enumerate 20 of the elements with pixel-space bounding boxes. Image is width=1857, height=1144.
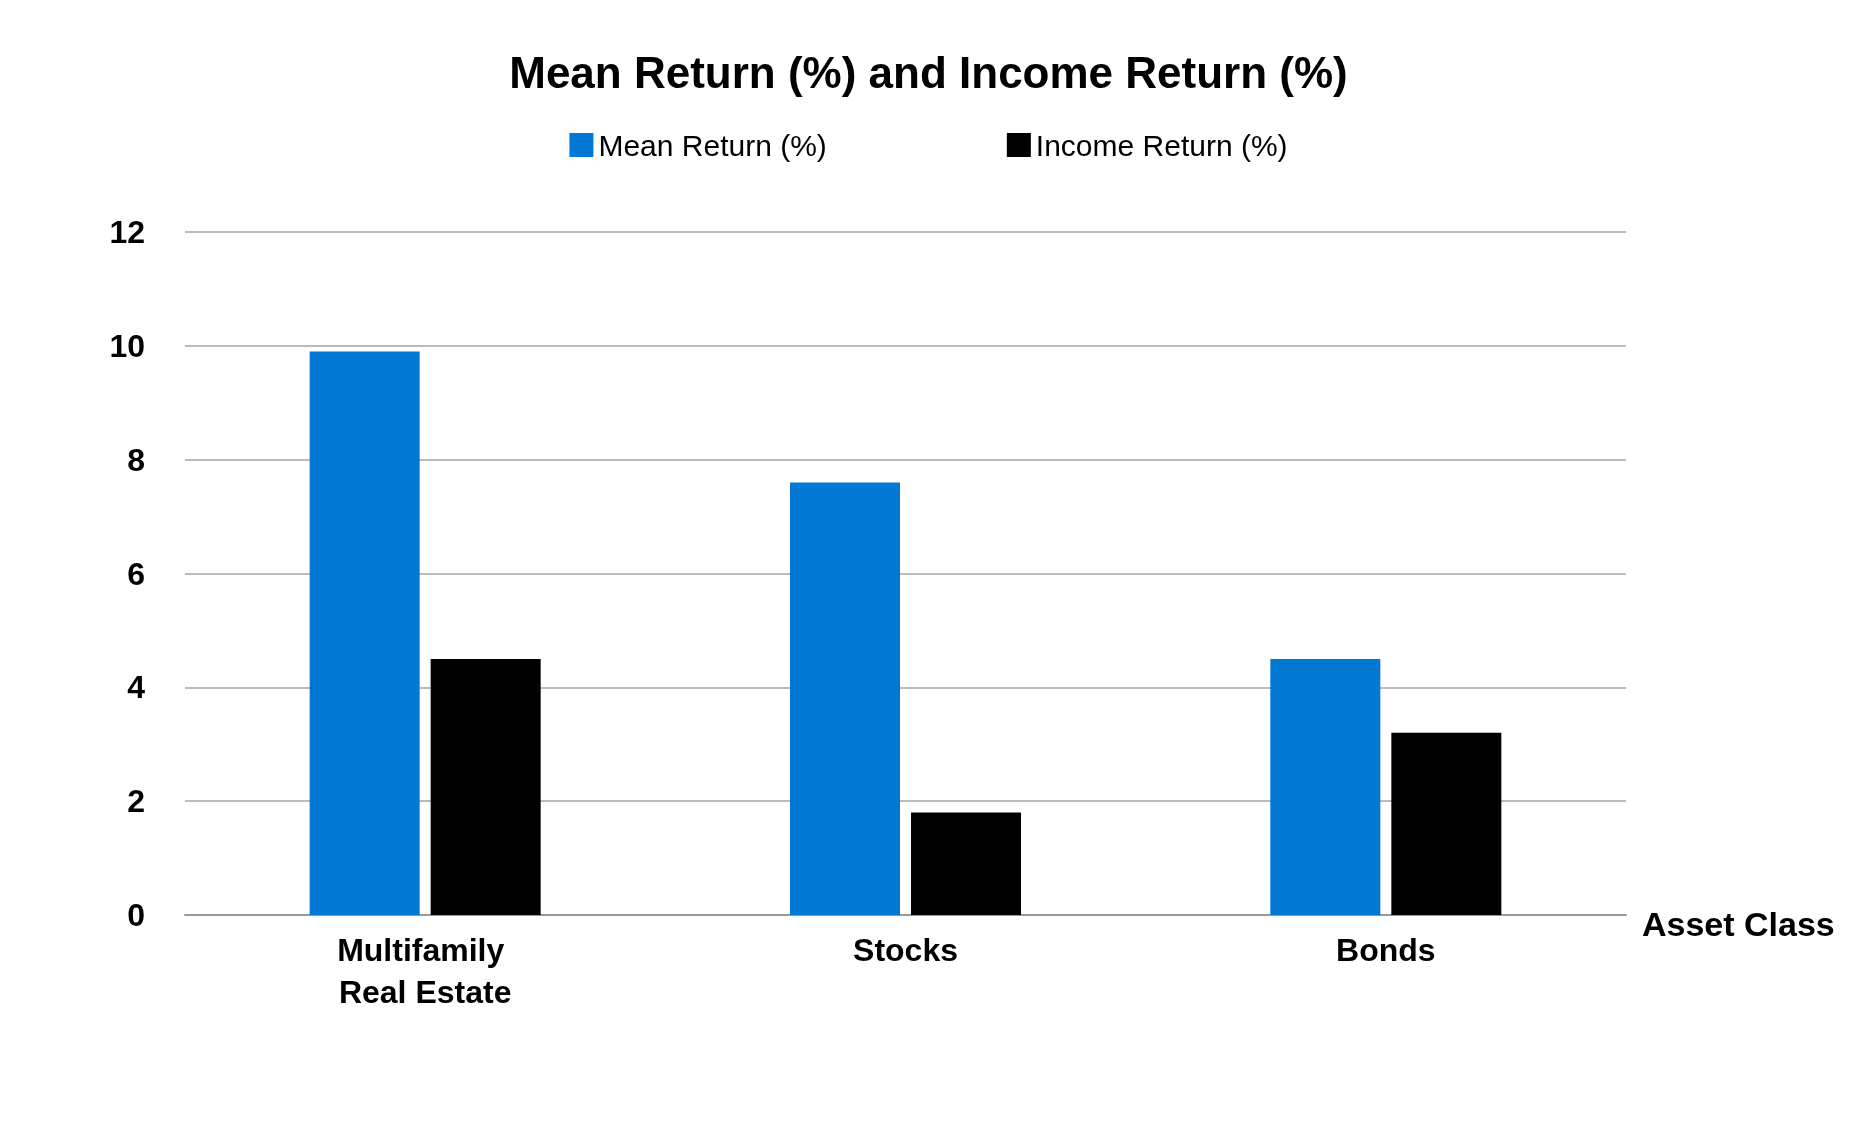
chart-title: Mean Return (%) and Income Return (%) — [509, 47, 1348, 97]
x-tick-label: Bonds — [1336, 932, 1436, 968]
x-axis-title: Asset Class — [1642, 905, 1835, 943]
y-tick-label: 10 — [109, 327, 145, 364]
bar — [1391, 732, 1502, 915]
bar — [1270, 658, 1381, 915]
x-tick-label: Multifamily Real Estate — [337, 932, 514, 1010]
y-tick-label: 4 — [127, 669, 146, 706]
y-tick-label: 0 — [127, 897, 145, 933]
legend-label: Mean Return (%) — [598, 128, 827, 162]
legend-label: Income Return (%) — [1035, 128, 1288, 162]
x-tick-label: Stocks — [853, 932, 958, 968]
bar — [309, 351, 420, 915]
y-tick-label: 6 — [127, 555, 145, 592]
y-tick-label: 2 — [127, 783, 145, 820]
bar — [911, 812, 1021, 915]
bar — [430, 658, 541, 915]
y-tick-label: 12 — [109, 214, 145, 250]
bar — [790, 482, 900, 915]
y-tick-label: 8 — [127, 441, 145, 478]
